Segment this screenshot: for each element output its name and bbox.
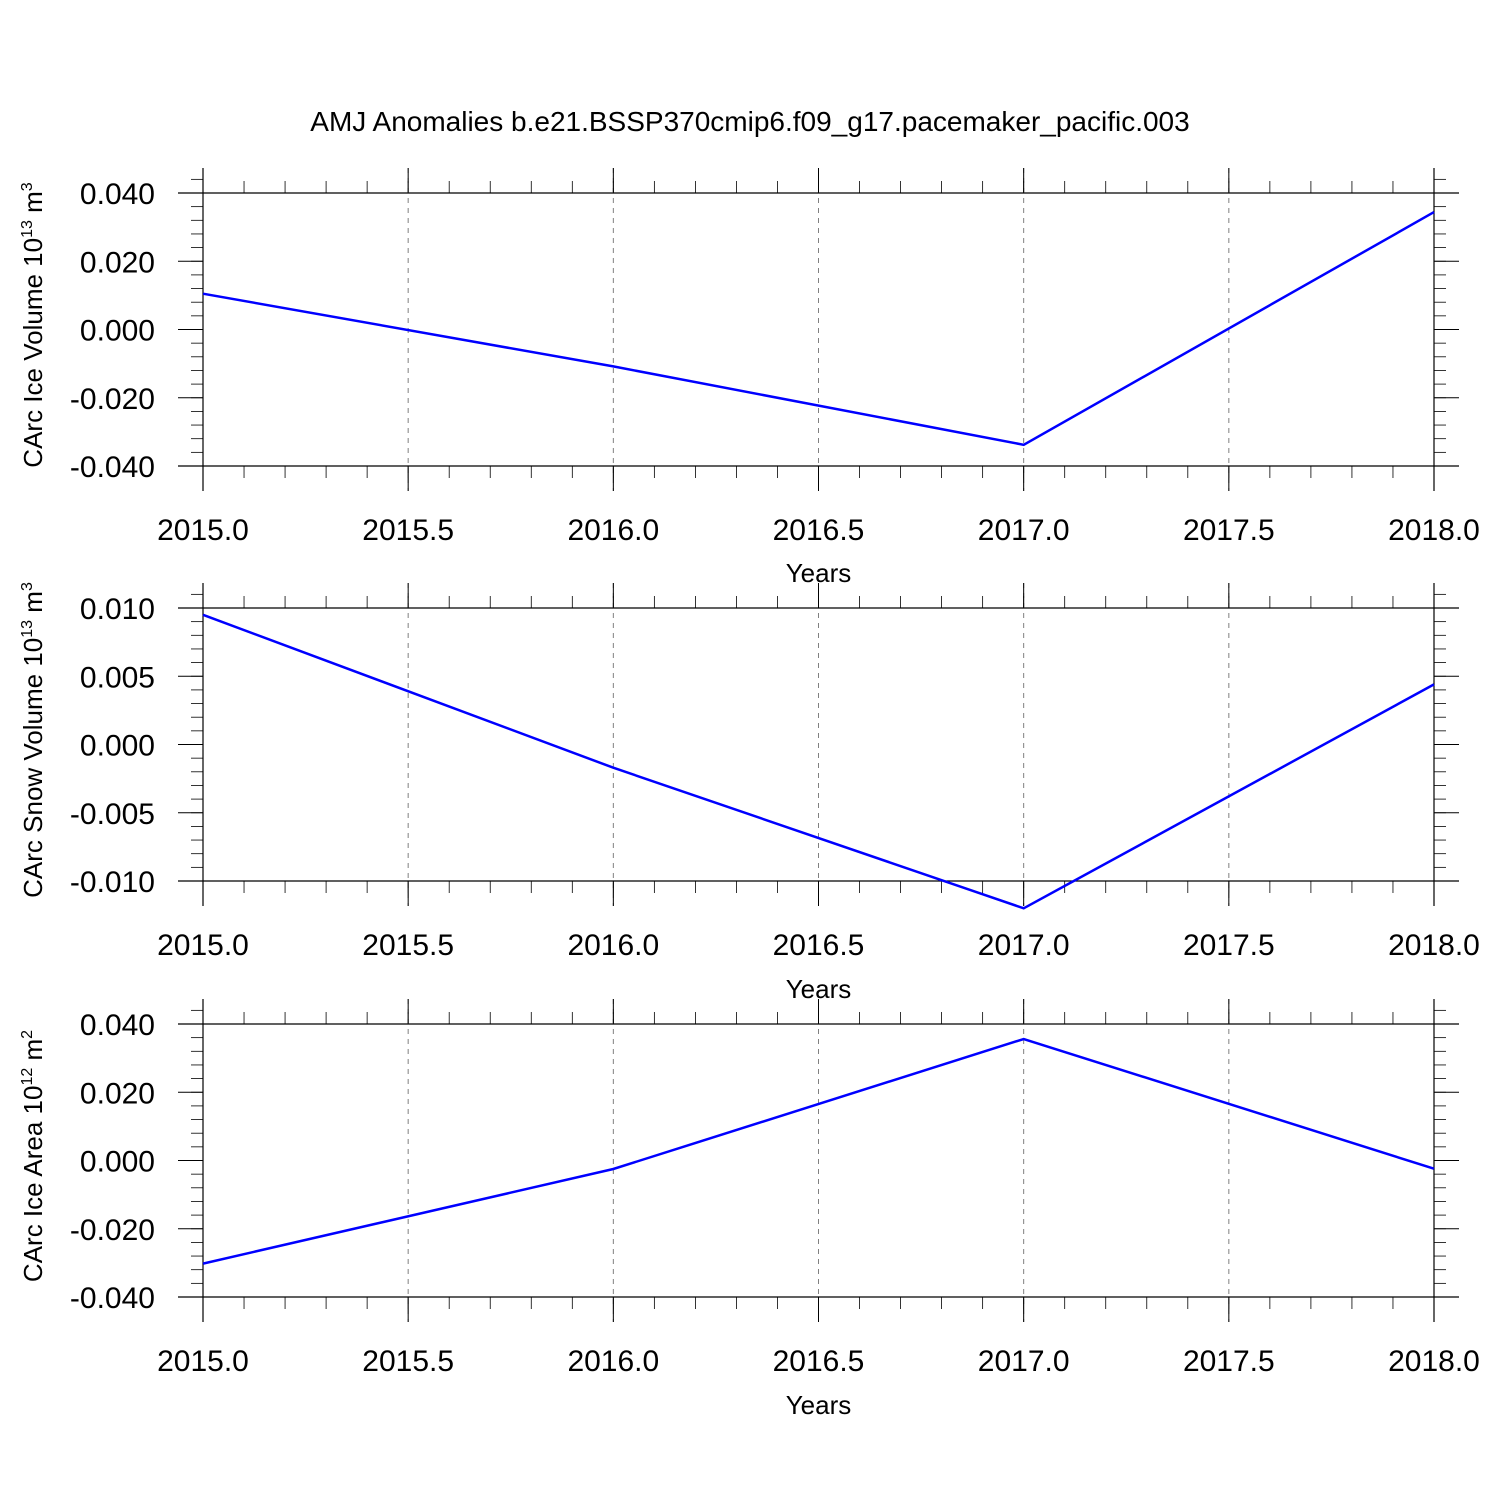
y-axis-label-part: CArc Snow Volume 10 [18, 638, 48, 898]
figure-title: AMJ Anomalies b.e21.BSSP370cmip6.f09_g17… [310, 106, 1189, 137]
y-tick-label: 0.040 [80, 178, 155, 211]
x-tick-label: 2017.0 [978, 929, 1070, 962]
x-tick-label: 2017.5 [1183, 514, 1275, 547]
chart-panel-1: 2015.0 2015.5 2016.0 2016.5 2017.0 2017.5 2018… [18, 168, 1480, 588]
x-tick-label: 2017.0 [978, 1345, 1070, 1378]
x-tick-label: 2018.0 [1388, 929, 1480, 962]
x-tick-label: 2018.0 [1388, 1345, 1480, 1378]
y-tick-label: 0.020 [80, 1077, 155, 1110]
y-tick-label: -0.020 [70, 383, 155, 416]
y-axis-label: CArc Ice Volume 1013 m3 [18, 182, 48, 467]
y-tick-label: 0.040 [80, 1009, 155, 1042]
y-tick-label: 0.000 [80, 1146, 155, 1179]
y-tick-label: -0.040 [70, 451, 155, 484]
x-tick-label: 2016.5 [773, 514, 865, 547]
y-tick-label: 0.005 [80, 661, 155, 694]
y-axis-label-superscript: 3 [19, 182, 36, 191]
y-axis-label-superscript: 13 [19, 620, 36, 638]
x-tick-label: 2015.0 [157, 929, 249, 962]
y-axis-label-superscript: 3 [19, 582, 36, 591]
x-axis-label: Years [786, 1390, 852, 1420]
x-tick-label: 2016.5 [773, 929, 865, 962]
x-tick-label: 2017.0 [978, 514, 1070, 547]
y-tick-label: -0.020 [70, 1214, 155, 1247]
x-tick-label: 2017.5 [1183, 929, 1275, 962]
y-axis-label-part: m [18, 191, 48, 220]
y-tick-label: -0.010 [70, 866, 155, 899]
x-tick-label: 2015.5 [362, 1345, 454, 1378]
y-tick-label: -0.005 [70, 798, 155, 831]
y-tick-label: 0.000 [80, 730, 155, 763]
y-axis-label-part: CArc Ice Area 10 [18, 1086, 48, 1283]
y-axis-label-part: CArc Ice Volume 10 [18, 238, 48, 468]
y-axis-label: CArc Snow Volume 1013 m3 [18, 582, 48, 898]
y-axis-label-superscript: 12 [19, 1068, 36, 1086]
chart-panel-3: 2015.0 2015.5 2016.0 2016.5 2017.0 2017.5 2018… [18, 999, 1480, 1420]
chart-panel-2: 2015.0 2015.5 2016.0 2016.5 2017.0 2017.5 2018… [18, 582, 1480, 1004]
panels: 2015.0 2015.5 2016.0 2016.5 2017.0 2017.5 2018… [18, 168, 1480, 1420]
x-tick-label: 2018.0 [1388, 514, 1480, 547]
data-line-series-1 [202, 613, 1435, 910]
x-tick-label: 2015.5 [362, 929, 454, 962]
y-tick-label: 0.020 [80, 246, 155, 279]
y-axis-label-part: m [18, 1039, 48, 1068]
x-tick-label: 2016.0 [567, 514, 659, 547]
x-tick-label: 2016.0 [567, 1345, 659, 1378]
y-axis-label-superscript: 2 [19, 1030, 36, 1039]
y-tick-label: 0.010 [80, 593, 155, 626]
x-tick-label: 2015.0 [157, 1345, 249, 1378]
data-line-series-1 [202, 1037, 1435, 1265]
x-tick-label: 2015.0 [157, 514, 249, 547]
data-line-series-1 [202, 211, 1435, 447]
y-tick-label: -0.040 [70, 1282, 155, 1315]
y-axis-label-superscript: 13 [19, 220, 36, 238]
x-tick-label: 2015.5 [362, 514, 454, 547]
y-tick-label: 0.000 [80, 315, 155, 348]
x-tick-label: 2017.5 [1183, 1345, 1275, 1378]
y-axis-label: CArc Ice Area 1012 m2 [18, 1030, 48, 1282]
x-tick-label: 2016.5 [773, 1345, 865, 1378]
y-axis-label-part: m [18, 591, 48, 620]
x-tick-label: 2016.0 [567, 929, 659, 962]
